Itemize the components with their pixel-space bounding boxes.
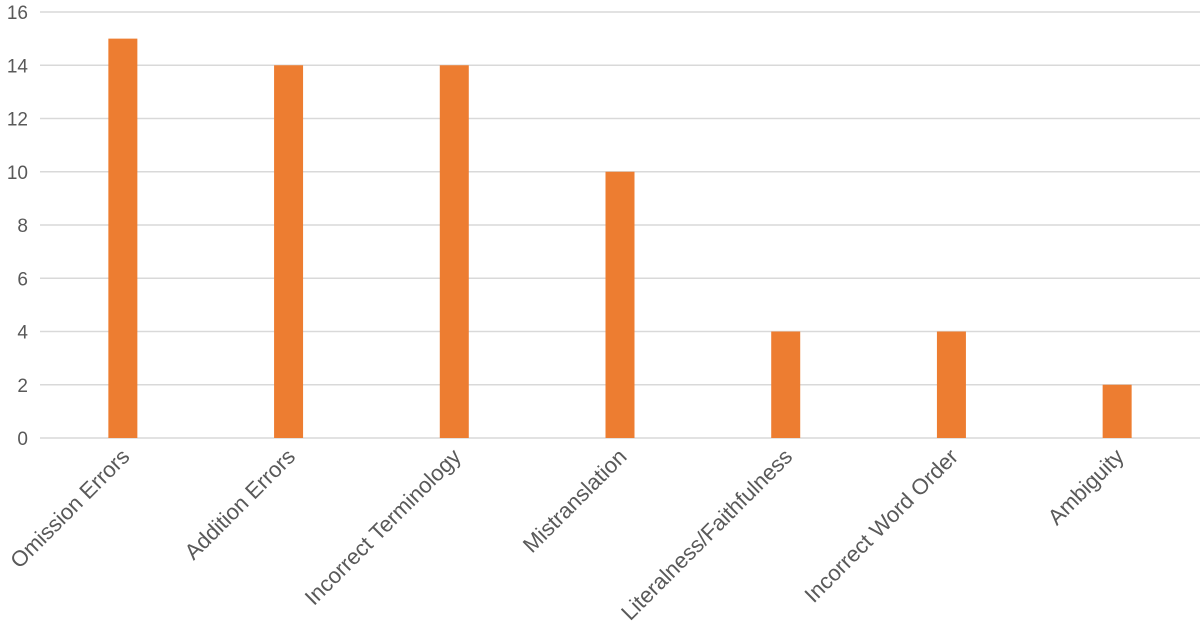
bars: [108, 38, 1132, 438]
y-tick-label: 6: [17, 269, 28, 290]
bar: [771, 331, 801, 438]
y-tick-label: 12: [7, 110, 28, 131]
bar: [1102, 384, 1132, 438]
x-tick-label: Omission Errors: [5, 444, 134, 573]
y-tick-label: 16: [7, 3, 28, 24]
y-tick-label: 14: [7, 56, 29, 77]
x-tick-label: Incorrect Word Order: [799, 444, 962, 607]
x-axis-ticks: Omission Errors Addition Errors Incorrect …: [5, 444, 1128, 625]
y-tick-label: 4: [17, 323, 28, 344]
y-tick-label: 2: [17, 376, 28, 397]
x-tick-label: Mistranslation: [518, 444, 632, 558]
bar: [108, 38, 138, 438]
bar: [605, 171, 635, 438]
x-tick-label: Incorrect Terminology: [300, 444, 466, 610]
x-tick-label: Addition Errors: [180, 444, 301, 565]
x-tick-label: Ambiguity: [1043, 444, 1129, 530]
bar: [936, 331, 966, 438]
y-tick-label: 8: [17, 216, 28, 237]
y-tick-label: 0: [17, 429, 28, 450]
x-tick-label: Literalness/Faithfulness: [616, 444, 797, 625]
y-axis-ticks: 0 2 4 6 8 10 12 14 16: [7, 3, 29, 450]
y-tick-label: 10: [7, 163, 28, 184]
bar: [439, 65, 469, 438]
bar: [274, 65, 304, 438]
